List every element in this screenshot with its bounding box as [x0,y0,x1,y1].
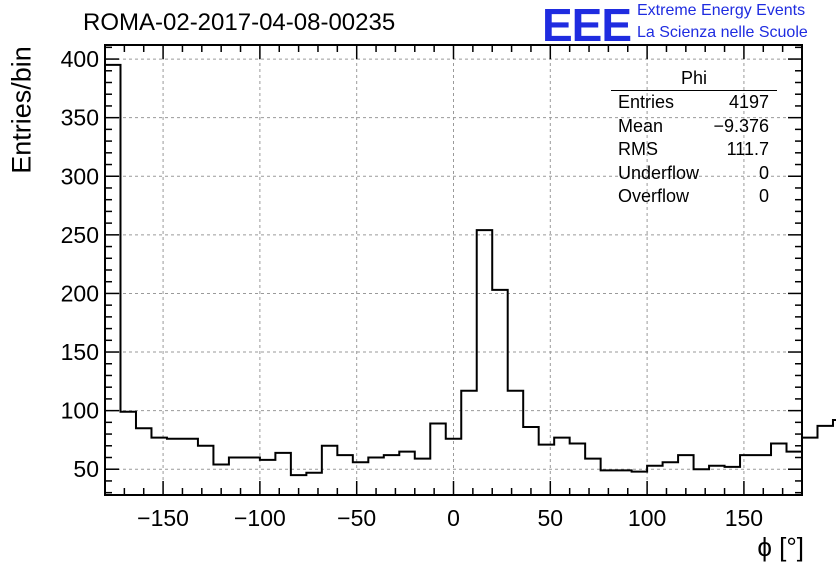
histogram-bin [430,424,445,495]
plot-frame [104,44,803,496]
logo-line-1: Extreme Energy Events [637,2,806,19]
stats-value: 0 [758,162,769,183]
y-tick-label: 400 [61,46,99,72]
eee-logo: EEE [542,0,632,51]
histogram-bin [415,459,430,495]
histogram-bin [275,453,290,495]
histogram-bin [601,470,616,495]
y-tick-label: 300 [61,163,99,189]
stats-label: Underflow [618,162,700,183]
y-tick-label: 50 [73,456,99,482]
histogram-bin [508,391,523,495]
x-tick-label: 0 [447,505,460,531]
histogram-bin [353,462,368,495]
x-axis-label: ϕ [°] [757,532,804,562]
stats-value: 0 [758,186,769,206]
histogram-bin [663,462,678,495]
histogram-bin [213,465,228,495]
y-tick-label: 350 [61,105,99,131]
histogram-bin [616,470,631,495]
histogram-bin [477,230,492,495]
stats-row-overflow: Overflow 0 [611,185,777,209]
x-tick-label: −150 [137,505,189,531]
histogram-bin [554,438,569,495]
histogram-bin [368,458,383,496]
histogram-bin [260,460,275,495]
histogram-bin [756,455,771,495]
histogram-bin [492,290,507,495]
x-tick-label: −100 [234,505,286,531]
stats-value: 111.7 [726,139,769,159]
histogram-bin [322,446,337,495]
histogram-bin [461,391,476,495]
histogram-bin [570,443,585,495]
histogram-bin [291,475,306,495]
histogram-bin [151,438,166,495]
histogram-bin [647,466,662,495]
histogram-bin [105,65,120,495]
histogram-bin [709,466,724,495]
histogram-bin [787,452,802,495]
histogram-bin [771,443,786,495]
y-axis-label: Entries/bin [6,46,37,174]
histogram-bin [817,426,832,495]
stats-label: Mean [618,115,664,136]
histogram-bin [740,455,755,495]
histogram-bin [539,445,554,495]
histogram-bin [802,438,817,495]
histogram-bin [244,458,259,496]
stats-label: Overflow [618,186,690,206]
histogram-bin [384,455,399,495]
histogram-bin [306,473,321,495]
histogram-bin [167,439,182,495]
histogram-bin [337,455,352,495]
y-tick-label: 150 [61,339,99,365]
histogram-bin [136,428,151,495]
stats-row-underflow: Underflow 0 [611,162,777,186]
x-tick-label: 100 [628,505,666,531]
y-tick-label: 250 [61,222,99,248]
histogram-bin [523,427,538,495]
histogram-bin [585,459,600,495]
logo-line-2: La Scienza nelle Scuole [637,24,808,41]
stats-value: 4197 [728,92,769,112]
y-tick-label: 100 [61,398,99,424]
histogram-bin [120,412,135,495]
histogram-bin [694,469,709,495]
stats-row-entries: Entries 4197 [611,91,777,115]
stats-row-rms: RMS 111.7 [611,138,777,162]
x-tick-label: −50 [337,505,376,531]
x-tick-label: 150 [725,505,763,531]
x-tick-label: 50 [538,505,564,531]
stats-label: RMS [618,139,658,159]
tick-labels: −150 −100 −50 0 50 100 150 50 100 150 200 250 300 350… [61,46,763,531]
chart-title: ROMA-02-2017-04-08-00235 [83,9,396,36]
stats-title: Phi [611,68,777,91]
stats-label: Entries [618,92,675,112]
histogram-bin [182,439,197,495]
grid-lines [105,45,802,495]
histogram-bin [399,452,414,495]
y-tick-label: 200 [61,280,99,306]
stats-box: Phi Entries 4197 Mean −9.376 RMS 111.7 U… [611,68,777,209]
histogram-bin [198,446,213,495]
histogram-bin [678,455,693,495]
stats-value: −9.376 [713,115,769,136]
histogram-bin [632,472,647,495]
stats-row-mean: Mean −9.376 [611,115,777,139]
histogram-line [104,63,836,495]
histogram-bin [446,439,461,495]
histogram-bin [725,467,740,495]
histogram-bin [229,458,244,496]
